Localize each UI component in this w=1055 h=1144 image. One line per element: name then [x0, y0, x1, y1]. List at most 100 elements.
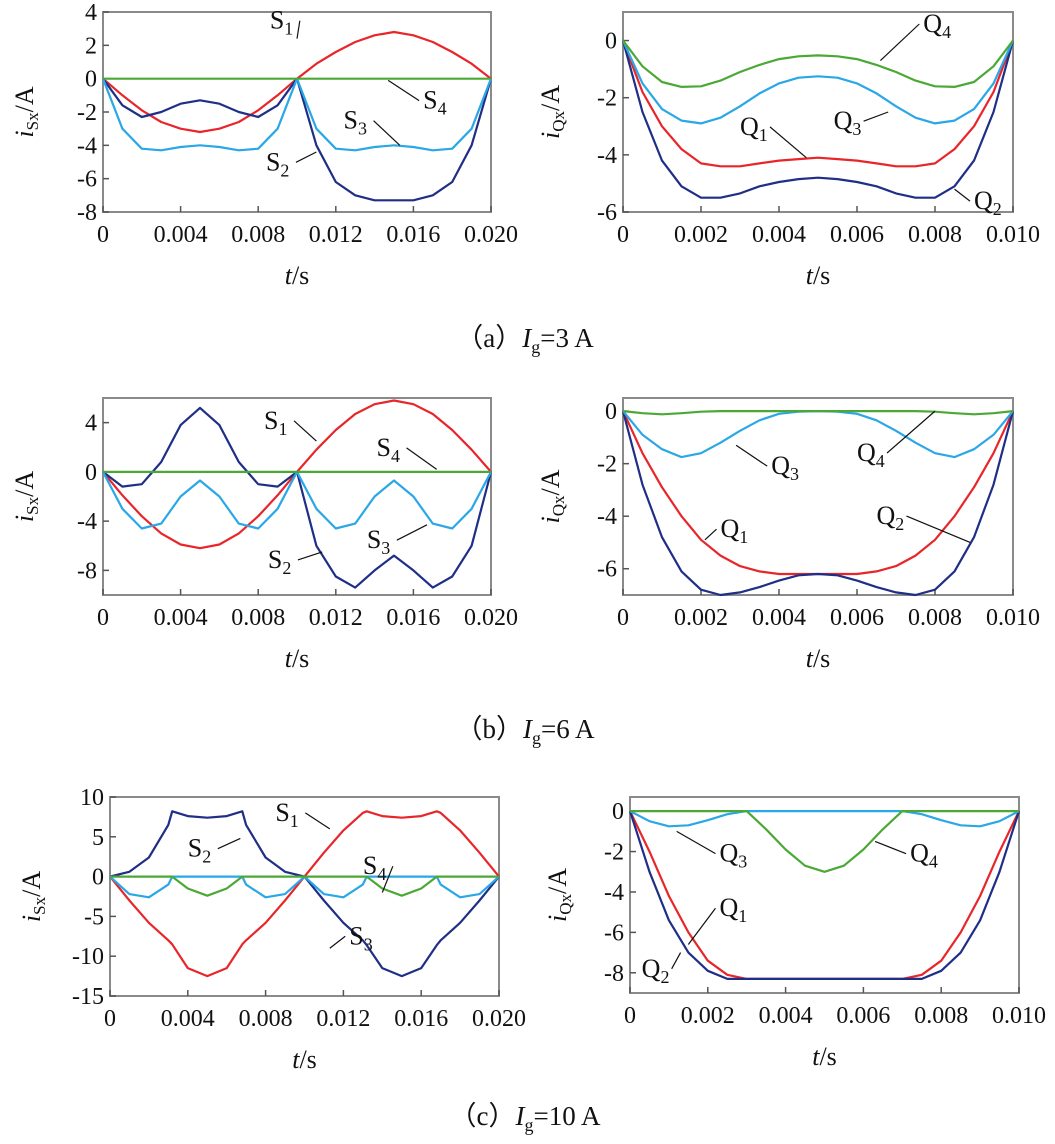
curve-label-letter: S: [423, 86, 437, 115]
curve-label-letter: Q: [834, 106, 853, 135]
chart-b-iS-panel: 40-4-80 0.004 0.008 0.012 0.016 0.020S1S4S3S2…: [10, 397, 518, 673]
curve-label-letter: S: [363, 851, 377, 880]
curve-label-S3: S3: [349, 921, 372, 954]
curve-label-subscript: 4: [942, 22, 951, 42]
series-Q4-line: [630, 809, 1019, 873]
curve-label-subscript: 4: [929, 852, 938, 872]
label-leader-line: [954, 188, 971, 202]
y-tick-label: -4: [77, 133, 97, 159]
y-tick-label: -5: [84, 904, 104, 930]
x-axis-symbol: t: [292, 1045, 300, 1074]
x-tick-label: 0.020: [464, 222, 518, 248]
series-Q4-line: [622, 410, 1014, 416]
curve-label-letter: Q: [719, 839, 738, 868]
y-tick-label: -8: [604, 961, 624, 987]
x-tick-label: 0.002: [674, 222, 728, 248]
label-leader-line: [704, 528, 717, 541]
plot-frame: [622, 11, 1014, 213]
label-leader-line: [863, 111, 889, 122]
caption-symbol: I: [521, 323, 533, 353]
y-tick-label: -15: [72, 984, 104, 1010]
curve-label-subscript: 2: [895, 514, 904, 534]
curve-label-Q1: Q1: [740, 112, 768, 145]
x-axis-label: t/s: [812, 1042, 837, 1071]
label-leader-line: [687, 907, 716, 945]
x-tick-label: 0: [97, 222, 109, 248]
x-axis-symbol: t: [806, 644, 814, 673]
plot-frame: [622, 397, 1014, 596]
curve-label-S2: S2: [266, 147, 289, 180]
y-tick-label: -2: [77, 100, 97, 126]
x-tick-label: 0.008: [231, 222, 285, 248]
chart-b-iQ-panel: 0-2-4-60 0.002 0.004 0.006 0.008 0.010Q3Q4Q1Q…: [536, 397, 1040, 673]
label-leader-line: [296, 20, 301, 39]
caption-a: （a）Ig=3 A: [456, 323, 594, 357]
y-tick-label: 0: [85, 460, 97, 486]
curve-label-S1: S1: [264, 406, 287, 439]
y-tick-label: -4: [77, 509, 97, 535]
x-tick-label: 0: [617, 605, 629, 631]
caption-subscript: g: [532, 728, 541, 748]
label-leader-line: [769, 126, 807, 159]
curve-label-letter: S: [349, 921, 363, 950]
x-tick-label: 0.008: [908, 222, 962, 248]
x-axis-unit: /s: [813, 644, 830, 673]
x-tick-label: 0.002: [681, 1003, 735, 1029]
y-axis-label: iQx/A: [536, 469, 568, 523]
y-axis-label: iSx/A: [17, 871, 49, 922]
curve-label-subscript: 1: [738, 906, 747, 926]
label-leader-line: [396, 524, 428, 541]
label-leader-line: [874, 840, 907, 855]
y-tick-label: -6: [77, 167, 97, 193]
chart-a-iS-panel: 420-2-4-6-80 0.004 0.008 0.012 0.016 0.020S1S…: [10, 0, 518, 290]
x-tick-label: 0.012: [316, 1006, 370, 1032]
x-tick-label: 0.002: [674, 605, 728, 631]
chart-a-iQ-panel: 0-2-4-60 0.002 0.004 0.006 0.008 0.010Q4Q3Q1Q…: [536, 9, 1040, 290]
series-Q2-line: [621, 40, 1015, 199]
x-axis-symbol: t: [285, 261, 293, 290]
y-axis-symbol: i: [17, 915, 46, 922]
caption-symbol: I: [522, 714, 534, 744]
y-tick-label: -8: [77, 558, 97, 584]
curve-label-letter: S: [188, 834, 202, 863]
y-tick-label: 0: [85, 67, 97, 93]
y-axis-symbol: i: [10, 130, 39, 137]
y-tick-label: 5: [92, 825, 104, 851]
y-tick-label: 0: [605, 29, 617, 55]
label-leader-line: [735, 444, 768, 467]
x-tick-label: 0.020: [464, 605, 518, 631]
label-leader-line: [406, 447, 438, 470]
x-tick-label: 0.008: [239, 1006, 293, 1032]
label-leader-line: [387, 79, 420, 102]
series-S3-line: [109, 875, 500, 899]
curve-label-subscript: 2: [280, 160, 289, 180]
label-leader-line: [886, 410, 936, 454]
curve-label-subscript: 4: [876, 451, 885, 471]
curve-label-letter: S: [270, 6, 284, 35]
y-axis-unit: /A: [10, 471, 39, 497]
curve-label-Q3: Q3: [719, 839, 747, 872]
curve-label-letter: Q: [923, 9, 942, 38]
label-leader-line: [295, 151, 317, 163]
curve-label-subscript: 4: [438, 99, 447, 119]
label-leader-line: [676, 830, 716, 855]
curve-label-letter: S: [275, 798, 289, 827]
series-S4-line: [110, 875, 499, 897]
caption-value: =6 A: [541, 714, 595, 744]
y-tick-label: 2: [85, 33, 97, 59]
plot-frame: [629, 796, 1020, 994]
x-axis-unit: /s: [819, 1042, 836, 1071]
caption-subscript: g: [531, 337, 540, 357]
caption-c: （c）Ig=10 A: [450, 1101, 601, 1135]
series-S2-line: [102, 406, 493, 589]
curve-label-letter: Q: [721, 514, 740, 543]
y-tick-label: -6: [604, 920, 624, 946]
curve-label-letter: S: [266, 147, 280, 176]
label-leader-line: [329, 935, 346, 949]
x-axis-label: t/s: [285, 261, 310, 290]
curve-label-S3: S3: [367, 525, 390, 558]
y-axis-subscript: Sx: [30, 896, 49, 914]
caption-value: =3 A: [540, 323, 594, 353]
